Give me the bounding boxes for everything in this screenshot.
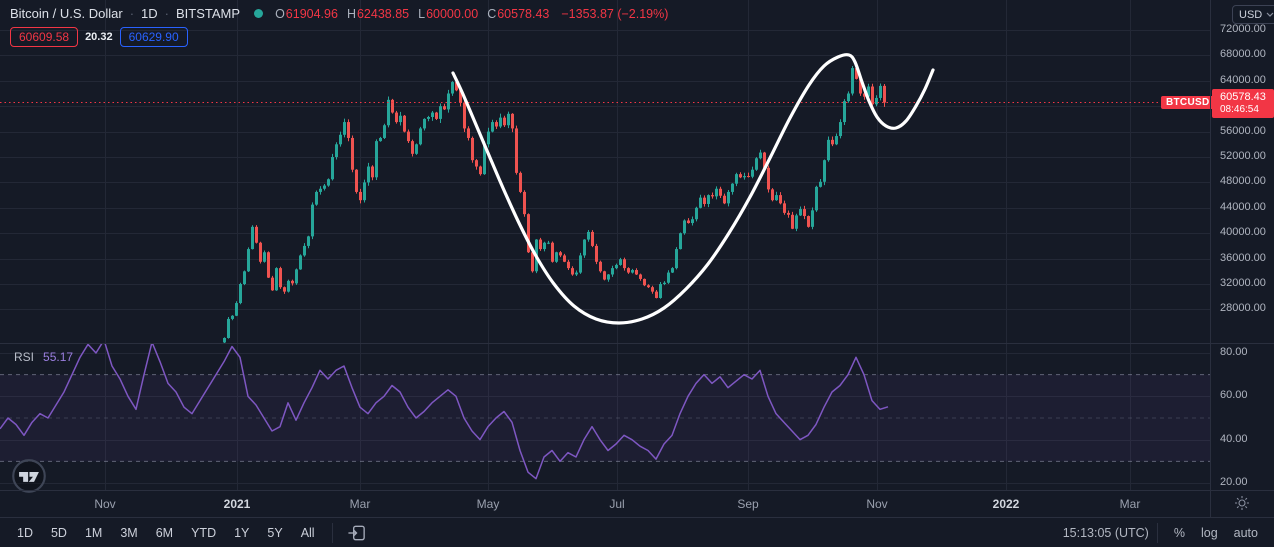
price-axis-label: 28000.00 bbox=[1220, 302, 1266, 315]
pane-separator-handle[interactable] bbox=[0, 343, 1274, 344]
buy-button[interactable]: 60629.90 bbox=[119, 27, 188, 47]
bottom-toolbar: 1D 5D 1M 3M 6M YTD 1Y 5Y All 15:13:05 (UTC) % log… bbox=[0, 517, 1274, 547]
time-axis-label: Nov bbox=[866, 497, 888, 511]
rsi-legend[interactable]: RSI 55.17 bbox=[14, 350, 73, 364]
spread-value: 20.32 bbox=[85, 31, 113, 43]
time-axis-label: May bbox=[476, 497, 500, 511]
time-axis-label: Jul bbox=[609, 497, 625, 511]
low-label: L bbox=[418, 6, 426, 21]
low-value: 60000.00 bbox=[426, 6, 479, 21]
time-axis-label: Nov bbox=[94, 497, 116, 511]
time-axis-label: 2021 bbox=[223, 497, 251, 511]
toolbar-divider bbox=[1156, 522, 1158, 543]
range-button-5d[interactable]: 5D bbox=[50, 525, 67, 540]
separator-dot: · bbox=[164, 6, 170, 21]
rsi-axis-label: 80.00 bbox=[1220, 346, 1248, 358]
price-axis-label: 64000.00 bbox=[1220, 73, 1266, 86]
currency-label: USD bbox=[1239, 8, 1263, 21]
last-price-tag: 60578.43 08:46:54 bbox=[1212, 89, 1274, 119]
go-to-date-button[interactable] bbox=[341, 521, 373, 545]
sun-icon bbox=[1235, 496, 1249, 510]
time-axis-label: Mar bbox=[1119, 497, 1141, 511]
chevron-down-icon bbox=[1266, 12, 1274, 17]
time-axis-label: Sep bbox=[737, 497, 759, 511]
range-button-1y[interactable]: 1Y bbox=[234, 525, 250, 540]
open-value: 61904.96 bbox=[285, 6, 338, 21]
open-label: O bbox=[275, 6, 285, 21]
exchange-label[interactable]: BITSTAMP bbox=[176, 6, 241, 21]
symbol-legend: Bitcoin / U.S. Dollar · 1D · BITSTAMP O6… bbox=[10, 6, 668, 21]
rsi-axis-label: 40.00 bbox=[1220, 432, 1248, 445]
range-button-ytd[interactable]: YTD bbox=[191, 525, 217, 540]
price-line-symbol-tag: BTCUSD bbox=[1161, 95, 1215, 109]
price-axis-label: 52000.00 bbox=[1220, 150, 1266, 162]
price-axis-label: 44000.00 bbox=[1220, 200, 1266, 213]
tradingview-logo-icon bbox=[12, 459, 46, 493]
axis-settings-icon[interactable] bbox=[1234, 495, 1250, 516]
time-axis-label: 2022 bbox=[992, 497, 1020, 511]
price-axis-label: 32000.00 bbox=[1220, 277, 1266, 289]
close-label: C bbox=[487, 6, 497, 21]
clock[interactable]: 15:13:05 (UTC) bbox=[1062, 525, 1149, 540]
scale-button-percent[interactable]: % bbox=[1173, 525, 1185, 540]
symbol-name[interactable]: Bitcoin / U.S. Dollar bbox=[10, 6, 123, 21]
separator-dot: · bbox=[129, 6, 135, 21]
chart-canvas[interactable] bbox=[0, 0, 1210, 490]
price-axis-label: 72000.00 bbox=[1220, 23, 1266, 35]
range-button-5y[interactable]: 5Y bbox=[267, 525, 283, 540]
sell-button[interactable]: 60609.58 bbox=[10, 27, 79, 47]
ohlc-values: O61904.96 H62438.85 L60000.00 C60578.43 … bbox=[275, 7, 668, 21]
scale-button-auto[interactable]: auto bbox=[1233, 525, 1258, 540]
rsi-indicator-name: RSI bbox=[14, 350, 35, 364]
go-to-date-icon bbox=[348, 525, 365, 540]
bar-countdown: 08:46:54 bbox=[1220, 104, 1259, 116]
high-label: H bbox=[346, 6, 356, 21]
range-button-1m[interactable]: 1M bbox=[84, 525, 103, 540]
high-value: 62438.85 bbox=[356, 6, 410, 21]
range-button-3m[interactable]: 3M bbox=[120, 525, 138, 540]
time-axis[interactable]: Nov 2021 Mar May Jul Sep Nov 2022 Mar bbox=[0, 490, 1274, 517]
rsi-current-value: 55.17 bbox=[43, 350, 74, 364]
range-button-1d[interactable]: 1D bbox=[17, 525, 33, 540]
price-axis-label: 68000.00 bbox=[1220, 48, 1266, 61]
price-axis[interactable]: USD 60578.43 08:46:54 72000.00 68000.00 64… bbox=[1210, 0, 1274, 517]
price-axis-label: 56000.00 bbox=[1220, 124, 1266, 137]
currency-menu-button[interactable]: USD bbox=[1232, 5, 1274, 24]
rsi-axis-label: 20.00 bbox=[1220, 475, 1248, 488]
close-value: 60578.43 bbox=[497, 6, 550, 21]
date-range-buttons: 1D 5D 1M 3M 6M YTD 1Y 5Y All bbox=[8, 523, 324, 543]
scale-mode-buttons: % log auto bbox=[1166, 523, 1266, 543]
last-price-value: 60578.43 bbox=[1220, 91, 1266, 104]
change-value: −1353.87 (−2.19%) bbox=[561, 6, 669, 21]
rsi-axis-label: 60.00 bbox=[1220, 389, 1248, 402]
toolbar-right: 15:13:05 (UTC) % log auto bbox=[1062, 522, 1266, 543]
toolbar-divider bbox=[331, 522, 333, 543]
range-button-6m[interactable]: 6M bbox=[155, 525, 174, 540]
quote-row: 60609.58 20.32 60629.90 bbox=[10, 27, 188, 47]
market-status-dot bbox=[254, 9, 264, 18]
tradingview-logo[interactable] bbox=[11, 458, 47, 499]
price-axis-label: 36000.00 bbox=[1220, 251, 1266, 264]
price-axis-label: 40000.00 bbox=[1220, 226, 1266, 239]
interval-label[interactable]: 1D bbox=[141, 6, 158, 21]
range-button-all[interactable]: All bbox=[300, 525, 315, 540]
scale-button-log[interactable]: log bbox=[1200, 525, 1218, 540]
price-axis-label: 48000.00 bbox=[1220, 175, 1266, 188]
time-axis-label: Mar bbox=[349, 497, 371, 511]
